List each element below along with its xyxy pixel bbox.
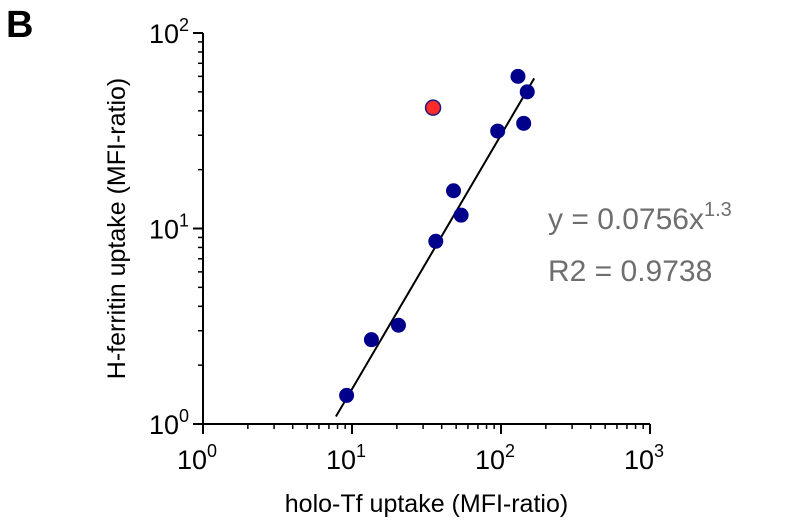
y-tick-exponent: 1: [179, 211, 189, 231]
y-tick-exponent: 0: [179, 406, 189, 426]
y-tick-label: 101: [149, 211, 189, 245]
y-tick-label: 100: [149, 406, 189, 440]
equation-annotation: y = 0.0756x1.3: [548, 199, 732, 236]
x-tick-exponent: 1: [356, 441, 366, 461]
panel-label: B: [6, 4, 34, 46]
x-tick-label: 101: [326, 441, 366, 475]
x-tick-base: 10: [475, 445, 505, 475]
y-tick-base: 10: [149, 215, 179, 245]
data-point: [519, 84, 535, 100]
x-tick-base: 10: [326, 445, 356, 475]
y-axis-label: H-ferritin uptake (MFI-ratio): [103, 78, 131, 379]
data-point: [510, 68, 526, 84]
x-tick-label: 100: [177, 441, 217, 475]
x-tick-exponent: 2: [505, 441, 515, 461]
r2-annotation: R2 = 0.9738: [548, 255, 712, 288]
data-point: [446, 183, 462, 199]
data-point: [339, 387, 355, 403]
x-ticks: 100 101 102 103: [177, 424, 664, 475]
x-axis-label: holo-Tf uptake (MFI-ratio): [285, 490, 568, 518]
x-tick-base: 10: [624, 445, 654, 475]
data-point: [516, 115, 532, 131]
equation-prefix: y = 0.0756x: [548, 203, 704, 236]
data-point: [390, 317, 406, 333]
data-point: [490, 123, 506, 139]
equation-exponent: 1.3: [704, 199, 732, 221]
data-point: [428, 233, 444, 249]
y-tick-base: 10: [149, 19, 179, 49]
x-tick-label: 103: [624, 441, 664, 475]
data-point: [453, 207, 469, 223]
x-tick-exponent: 3: [654, 441, 664, 461]
y-tick-base: 10: [149, 410, 179, 440]
y-tick-exponent: 2: [179, 15, 189, 35]
x-tick-label: 102: [475, 441, 515, 475]
x-tick-base: 10: [177, 445, 207, 475]
data-point: [363, 332, 379, 348]
y-tick-label: 102: [149, 15, 189, 49]
data-points: [339, 68, 535, 403]
x-tick-exponent: 0: [207, 441, 217, 461]
outlier-point: [424, 99, 442, 116]
